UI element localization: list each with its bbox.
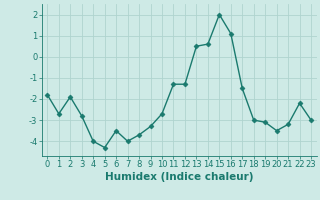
X-axis label: Humidex (Indice chaleur): Humidex (Indice chaleur) <box>105 172 253 182</box>
